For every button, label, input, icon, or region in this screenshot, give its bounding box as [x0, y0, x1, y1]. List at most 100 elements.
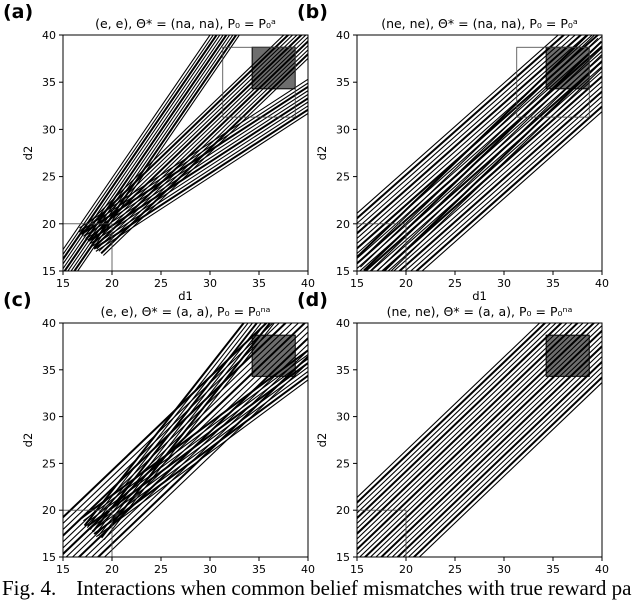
panel-2: 15 20 25 30 35 40 15 20 25 30 35 40 d1 d2 (ne, ne), Θ*…: [297, 1, 609, 303]
trajectory-line: [357, 35, 589, 259]
trajectory-line: [77, 35, 241, 271]
x-tick-label: 30: [203, 277, 217, 290]
start-region: [63, 223, 113, 271]
trajectory-line: [93, 39, 308, 248]
trajectory-line: [409, 100, 602, 271]
x-tick-label: 25: [154, 277, 168, 290]
axes-frame: [356, 322, 603, 558]
start-region: [357, 509, 407, 557]
y-tick-label: 25: [336, 457, 350, 470]
y-tick-label: 35: [336, 76, 350, 89]
panel-3: 15 20 25 30 35 40 15 20 25 30 35 40 d1 d2 (e, e), Θ* =…: [3, 289, 315, 575]
y-tick-label: 15: [336, 551, 350, 564]
panel-label: (b): [297, 1, 328, 23]
trajectory-line: [65, 325, 308, 557]
axes-frame: [62, 34, 309, 272]
trajectory-line: [369, 47, 602, 271]
trajectory-line: [375, 340, 602, 557]
x-tick-label: 15: [350, 563, 364, 575]
panel-title: (e, e), Θ* = (na, na), P₀ = P₀ᵃ: [95, 16, 276, 31]
trajectory-line: [396, 360, 602, 557]
x-tick-label: 25: [448, 563, 462, 575]
figure-4: 15 20 25 30 35 40 15 20 25 30 35 40 d1 d2 (e, e), Θ* =…: [3, 1, 609, 575]
y-tick-label: 15: [42, 265, 56, 278]
y-axis-label: d2: [21, 433, 35, 448]
y-tick-label: 25: [336, 171, 350, 184]
x-tick-label: 30: [497, 277, 511, 290]
axes-frame: [356, 34, 603, 272]
y-axis-label: d2: [315, 433, 329, 448]
y-tick-label: 30: [336, 123, 350, 136]
x-tick-label: 30: [497, 563, 511, 575]
trajectory-line: [357, 323, 552, 509]
x-tick-label: 35: [252, 277, 266, 290]
x-tick-label: 40: [595, 277, 609, 290]
panel-title: (e, e), Θ* = (a, a), P₀ = P₀ⁿᵃ: [101, 304, 271, 319]
x-tick-label: 25: [154, 563, 168, 575]
panel-4: 15 20 25 30 35 40 15 20 25 30 35 40 d1 d2 (ne, ne), Θ*…: [297, 289, 609, 575]
trajectory-line: [91, 105, 308, 247]
trajectory-line: [103, 323, 276, 541]
trajectory-line: [397, 90, 602, 271]
trajectory-bundle: [357, 35, 602, 271]
x-tick-label: 35: [252, 563, 266, 575]
trajectory-line: [71, 331, 308, 557]
trajectory-line: [86, 93, 308, 239]
trajectory-line: [402, 366, 602, 557]
panel-1: 15 20 25 30 35 40 15 20 25 30 35 40 d1 d2 (e, e), Θ* =…: [3, 1, 315, 303]
trajectory-line: [357, 323, 547, 504]
trajectory-line: [357, 323, 590, 545]
trajectory-line: [79, 78, 308, 229]
trajectory-line: [357, 35, 576, 230]
trajectory-line: [357, 45, 602, 265]
y-tick-label: 40: [42, 317, 56, 330]
trajectory-line: [357, 35, 571, 225]
trajectory-line: [363, 40, 602, 271]
y-tick-label: 30: [42, 123, 56, 136]
x-axis-label: d1: [178, 289, 193, 303]
trajectory-line: [93, 374, 308, 535]
trajectory-line: [85, 35, 298, 239]
trajectory-line: [369, 335, 602, 557]
trajectory-line: [89, 35, 307, 244]
trajectory-line: [407, 371, 602, 557]
trajectory-line: [63, 35, 224, 270]
caption-label: Fig. 4.: [2, 576, 57, 600]
trajectory-line: [89, 366, 308, 530]
trajectory-line: [93, 108, 308, 250]
trajectory-line: [63, 35, 214, 256]
x-tick-label: 20: [105, 563, 119, 575]
trajectory-line: [67, 35, 231, 271]
trajectory-line: [357, 323, 573, 530]
trajectory-line: [379, 344, 602, 557]
trajectory-line: [360, 37, 599, 268]
panel-label: (c): [3, 289, 32, 311]
trajectory-line: [357, 35, 559, 215]
y-axis-label: d2: [315, 146, 329, 161]
trajectory-line: [418, 381, 602, 557]
y-tick-label: 35: [42, 364, 56, 377]
trajectory-line: [357, 40, 602, 260]
x-tick-label: 15: [56, 563, 70, 575]
goal-region: [251, 46, 296, 90]
trajectory-line: [414, 105, 602, 271]
trajectory-line: [82, 85, 308, 234]
trajectory-line: [375, 70, 602, 271]
trajectory-line: [96, 44, 308, 250]
y-tick-label: 40: [336, 317, 350, 330]
trajectory-line: [357, 323, 584, 540]
y-tick-label: 25: [42, 457, 56, 470]
x-tick-label: 15: [56, 277, 70, 290]
trajectory-line: [98, 323, 267, 537]
x-tick-label: 35: [546, 563, 560, 575]
trajectory-line: [87, 35, 303, 242]
x-tick-label: 40: [301, 563, 315, 575]
trajectory-line: [83, 35, 294, 237]
x-tick-label: 40: [301, 277, 315, 290]
trajectory-line: [357, 35, 593, 245]
y-tick-label: 20: [42, 218, 56, 231]
trajectory-line: [63, 35, 218, 261]
y-tick-label: 40: [336, 29, 350, 42]
trajectory-line: [357, 323, 563, 520]
trajectory-line: [87, 361, 308, 527]
